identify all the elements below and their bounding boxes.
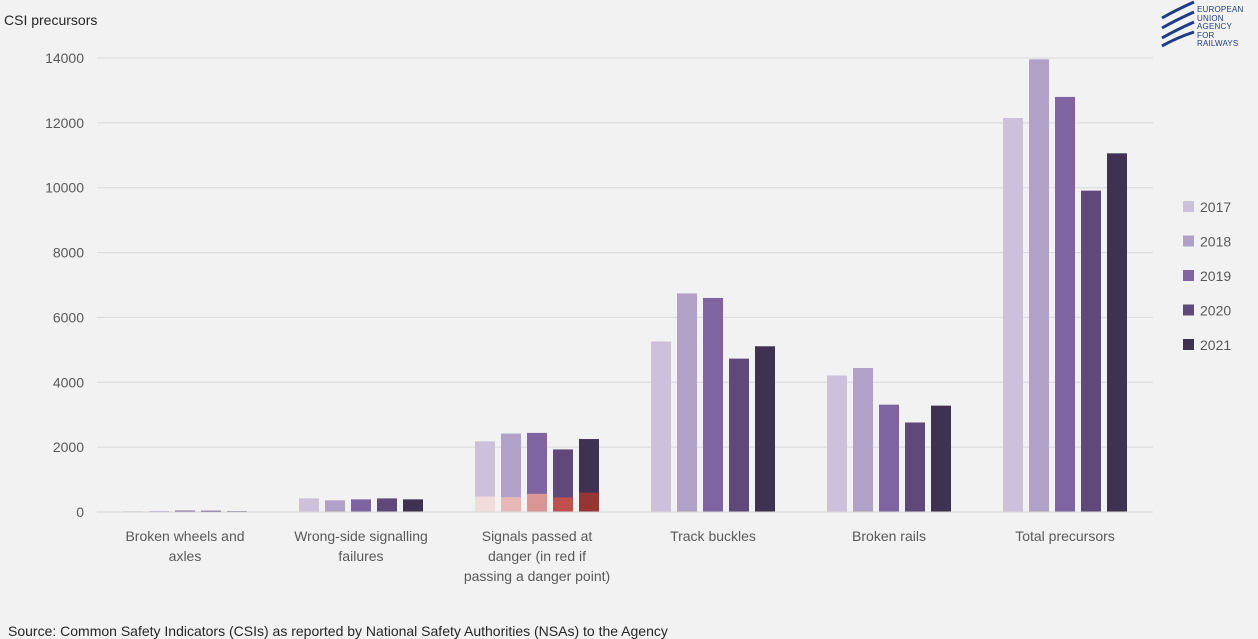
legend-label: 2017 [1200,199,1231,215]
logo-line-3: AGENCY [1197,22,1232,31]
danger-point-bar [501,497,521,512]
legend-label: 2019 [1200,268,1231,284]
bar [677,293,697,512]
bar [475,441,495,512]
legend-label: 2020 [1200,303,1231,319]
bar [703,297,723,512]
bar [501,433,521,512]
bar [1107,153,1127,512]
danger-point-bar [475,496,495,512]
y-tick-label: 8000 [53,245,84,261]
logo-text: EUROPEAN UNION AGENCY FOR RAILWAYS [1197,5,1258,49]
logo-line-4: FOR RAILWAYS [1197,30,1239,48]
bar [853,368,873,512]
y-tick-label: 12000 [45,115,84,131]
y-tick-label: 14000 [45,50,84,66]
bar [1029,59,1049,512]
legend-swatch [1183,201,1194,212]
x-tick-label: Track buckles [670,528,756,544]
y-tick-label: 10000 [45,180,84,196]
x-tick-label: Broken rails [852,528,926,544]
x-tick-label: Total precursors [1015,528,1115,544]
bar [1081,190,1101,512]
x-tick-label: Wrong-side signalling [294,528,428,544]
x-tick-label: failures [338,548,383,564]
bar [175,510,195,512]
bar [879,404,899,512]
danger-point-bar [527,493,547,512]
bar [527,432,547,512]
x-tick-label: Signals passed at [482,528,593,544]
bar [1003,117,1023,512]
bar [651,341,671,512]
bar [377,498,397,512]
logo-line-2: UNION [1197,13,1224,23]
x-tick-label: axles [169,548,202,564]
danger-point-bar [579,492,599,512]
bar [1055,96,1075,513]
bar [299,498,319,512]
legend-swatch [1183,235,1194,247]
legend-swatch [1183,270,1194,281]
bar [905,422,925,512]
legend-swatch [1183,304,1194,316]
logo-swoosh-icon [1161,0,1195,48]
bar-chart: 0 2000 4000 6000 8000 10000 12000 14000 Broken w… [45,50,1231,584]
bar [325,500,345,512]
source-note: Source: Common Safety Indicators (CSIs) … [8,623,668,639]
logo-line-1: EUROPEAN [1197,5,1244,14]
x-tick-label: passing a danger point) [464,568,610,584]
x-tick-label: danger (in red if [488,548,586,564]
legend-label: 2018 [1200,234,1231,250]
y-tick-label: 6000 [53,309,84,325]
bar [201,510,221,512]
y-axis-title: CSI precursors [4,12,98,28]
era-logo: EUROPEAN UNION AGENCY FOR RAILWAYS [1160,0,1258,50]
bar [351,499,371,512]
y-tick-label: 4000 [53,374,84,390]
bar [553,449,573,512]
y-tick-label: 2000 [53,439,84,455]
bar [931,405,951,512]
bar [729,358,749,512]
bar [403,499,423,512]
bar [827,375,847,512]
y-tick-label: 0 [76,504,84,520]
bar [755,346,775,512]
x-tick-label: Broken wheels and [125,528,244,544]
legend-swatch [1183,339,1194,350]
danger-point-bar [553,497,573,512]
legend-label: 2021 [1200,337,1231,353]
